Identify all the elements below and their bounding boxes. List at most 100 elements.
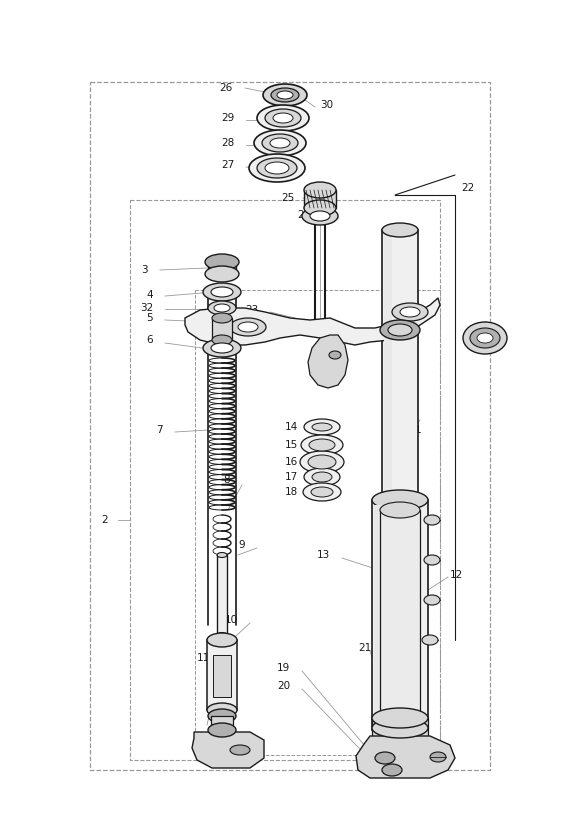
Text: 13: 13 [317, 550, 330, 560]
Bar [211, 716, 233, 730]
Ellipse shape [309, 439, 335, 451]
Bar [384, 233, 392, 505]
Bar [213, 655, 231, 697]
Ellipse shape [212, 313, 232, 323]
Ellipse shape [207, 703, 237, 717]
Text: 5: 5 [146, 313, 153, 323]
Ellipse shape [380, 502, 420, 518]
Ellipse shape [312, 472, 332, 482]
Text: 11: 11 [395, 650, 408, 660]
Text: 19: 19 [277, 663, 290, 673]
Ellipse shape [271, 88, 299, 102]
Text: 11: 11 [196, 653, 210, 663]
Ellipse shape [263, 84, 307, 106]
Text: 15: 15 [285, 440, 298, 450]
Bar [374, 505, 382, 725]
Ellipse shape [212, 335, 232, 345]
Text: 23: 23 [245, 305, 258, 315]
Text: 6: 6 [146, 335, 153, 345]
Ellipse shape [238, 322, 258, 332]
Ellipse shape [208, 301, 236, 315]
Ellipse shape [303, 483, 341, 501]
Ellipse shape [477, 333, 493, 343]
Text: 2: 2 [101, 515, 108, 525]
Text: 24: 24 [297, 210, 310, 220]
Text: 12: 12 [450, 570, 463, 580]
Ellipse shape [312, 423, 332, 431]
Text: 31: 31 [488, 333, 501, 343]
Ellipse shape [257, 158, 297, 178]
Ellipse shape [301, 435, 343, 455]
Text: 8: 8 [223, 475, 230, 485]
Ellipse shape [380, 320, 420, 340]
Ellipse shape [463, 322, 507, 354]
Ellipse shape [392, 303, 428, 321]
Ellipse shape [424, 595, 440, 605]
Text: 26: 26 [220, 83, 233, 93]
Bar [212, 318, 232, 340]
Bar [217, 555, 227, 635]
Ellipse shape [205, 266, 239, 282]
Ellipse shape [230, 745, 250, 755]
Ellipse shape [217, 633, 227, 638]
Text: 27: 27 [221, 160, 234, 170]
Text: 16: 16 [285, 457, 298, 467]
Ellipse shape [372, 708, 428, 728]
Bar [382, 230, 418, 508]
Text: 17: 17 [285, 472, 298, 482]
Text: 18: 18 [285, 487, 298, 497]
Ellipse shape [372, 718, 428, 738]
Ellipse shape [400, 307, 420, 317]
Ellipse shape [205, 254, 239, 270]
Bar [380, 510, 420, 725]
Text: 1: 1 [415, 425, 422, 435]
Ellipse shape [424, 515, 440, 525]
Ellipse shape [277, 91, 293, 99]
Ellipse shape [254, 130, 306, 156]
Ellipse shape [207, 633, 237, 647]
Ellipse shape [304, 419, 340, 435]
Bar [304, 190, 336, 208]
Text: 14: 14 [285, 422, 298, 432]
Ellipse shape [211, 343, 233, 353]
Ellipse shape [270, 138, 290, 148]
Ellipse shape [304, 182, 336, 198]
Ellipse shape [262, 134, 298, 152]
Ellipse shape [265, 109, 301, 127]
Ellipse shape [217, 553, 227, 558]
Ellipse shape [257, 105, 309, 131]
Text: 20: 20 [277, 681, 290, 691]
Ellipse shape [382, 764, 402, 776]
Polygon shape [356, 736, 455, 778]
Polygon shape [308, 335, 348, 388]
Ellipse shape [265, 162, 289, 174]
Bar [372, 718, 428, 738]
Ellipse shape [375, 752, 395, 764]
Bar [207, 640, 237, 710]
Ellipse shape [424, 555, 440, 565]
Ellipse shape [302, 207, 338, 225]
Ellipse shape [372, 490, 428, 510]
Ellipse shape [430, 752, 446, 762]
Text: 32: 32 [140, 303, 153, 313]
Ellipse shape [211, 287, 233, 297]
Text: 9: 9 [238, 540, 245, 550]
Ellipse shape [230, 318, 266, 336]
Ellipse shape [203, 339, 241, 357]
Text: 3: 3 [141, 265, 148, 275]
Ellipse shape [203, 283, 241, 301]
Text: 7: 7 [156, 425, 163, 435]
Ellipse shape [329, 351, 341, 359]
Ellipse shape [208, 709, 236, 723]
Ellipse shape [470, 328, 500, 348]
Ellipse shape [382, 223, 418, 237]
Text: 28: 28 [221, 138, 234, 148]
Text: 21: 21 [358, 643, 371, 653]
Ellipse shape [214, 304, 230, 312]
Text: 30: 30 [320, 100, 333, 110]
Text: 22: 22 [461, 183, 475, 193]
Ellipse shape [208, 723, 236, 737]
Text: 10: 10 [225, 615, 238, 625]
Ellipse shape [422, 635, 438, 645]
Bar [372, 500, 428, 730]
